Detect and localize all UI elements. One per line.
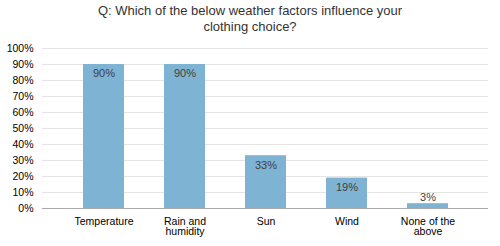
svg-text:Rain andhumidity: Rain andhumidity xyxy=(164,214,206,237)
svg-text:10%: 10% xyxy=(12,185,33,197)
svg-text:Temperature: Temperature xyxy=(75,214,134,226)
svg-text:90%: 90% xyxy=(93,67,115,79)
svg-text:60%: 60% xyxy=(12,105,33,117)
svg-text:19%: 19% xyxy=(336,180,358,192)
svg-text:None of theabove: None of theabove xyxy=(401,214,455,237)
svg-text:50%: 50% xyxy=(12,121,33,133)
svg-text:Wind: Wind xyxy=(335,214,359,226)
svg-text:90%: 90% xyxy=(174,67,196,79)
svg-text:33%: 33% xyxy=(255,158,277,170)
svg-text:80%: 80% xyxy=(12,73,33,85)
svg-text:Sun: Sun xyxy=(257,214,276,226)
svg-text:30%: 30% xyxy=(12,153,33,165)
svg-text:0%: 0% xyxy=(18,201,33,213)
svg-text:70%: 70% xyxy=(12,89,33,101)
svg-text:40%: 40% xyxy=(12,137,33,149)
svg-text:3%: 3% xyxy=(420,190,436,202)
html-text:Q: Which of the below weather: Q: Which of the below weather factors in… xyxy=(97,3,403,35)
svg-text:20%: 20% xyxy=(12,169,33,181)
svg-text:100%: 100% xyxy=(7,41,34,53)
svg-text:90%: 90% xyxy=(12,57,33,69)
